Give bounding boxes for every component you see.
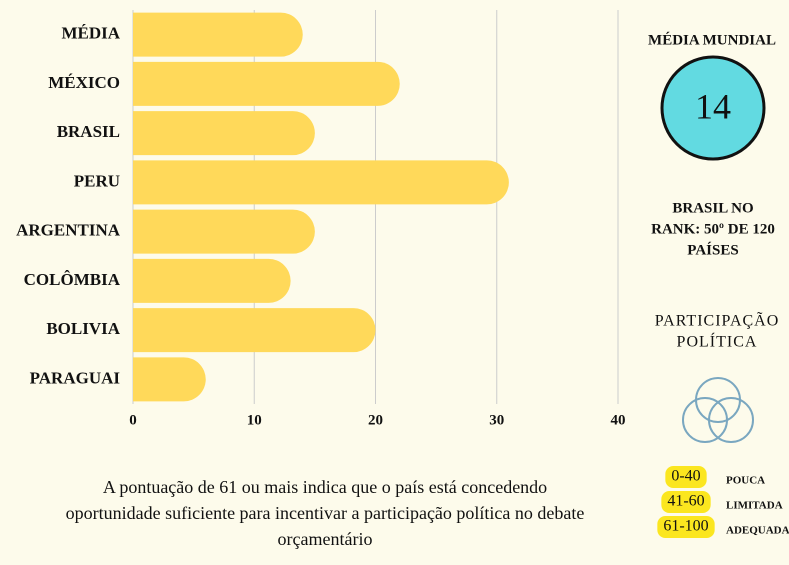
category-label: COLÔMBIA (24, 270, 121, 289)
bar (133, 308, 376, 353)
footnote: orçamentário (278, 529, 373, 549)
category-label: BOLIVIA (46, 319, 120, 338)
world-average-label: MÉDIA MUNDIAL (648, 31, 776, 48)
legend-range: 41-60 (667, 493, 704, 510)
rank-text: BRASIL NO (672, 200, 753, 216)
category-label: MÉDIA (61, 24, 120, 43)
category-label: ARGENTINA (16, 221, 121, 240)
legend-pill (661, 491, 711, 513)
legend-range: 61-100 (663, 518, 708, 535)
category-label: PARAGUAI (30, 368, 121, 387)
bar (133, 209, 315, 254)
bar (133, 61, 400, 106)
rank-text: RANK: 50º DE 120 (651, 221, 775, 237)
category-label: MÉXICO (48, 73, 120, 92)
footnote: A pontuação de 61 ou mais indica que o p… (103, 477, 547, 497)
legend-label: ADEQUADA (726, 525, 789, 537)
x-tick-label: 20 (368, 412, 383, 428)
legend-pill (665, 466, 707, 488)
legend-label: LIMITADA (726, 500, 783, 512)
legend-pill (657, 516, 715, 538)
bar (133, 357, 206, 402)
legend-range: 0-40 (671, 468, 700, 485)
bar (133, 258, 291, 303)
world-average-circle (660, 55, 766, 161)
bar (133, 160, 509, 205)
rank-text: PAÍSES (687, 241, 738, 258)
x-tick-label: 30 (489, 412, 504, 428)
topic-text: PARTICIPAÇÃO (655, 312, 780, 330)
world-average-value: 14 (695, 86, 731, 126)
x-tick-label: 10 (247, 412, 262, 428)
category-label: BRASIL (57, 122, 120, 141)
venn-icon (682, 377, 754, 443)
legend-label: POUCA (726, 475, 765, 487)
footnote: oportunidade suficiente para incentivar … (66, 503, 585, 523)
topic-text: POLÍTICA (677, 332, 758, 351)
x-tick-label: 40 (611, 412, 626, 428)
bar (133, 111, 315, 156)
bar (133, 12, 303, 57)
x-tick-label: 0 (129, 412, 137, 428)
category-label: PERU (74, 171, 120, 190)
